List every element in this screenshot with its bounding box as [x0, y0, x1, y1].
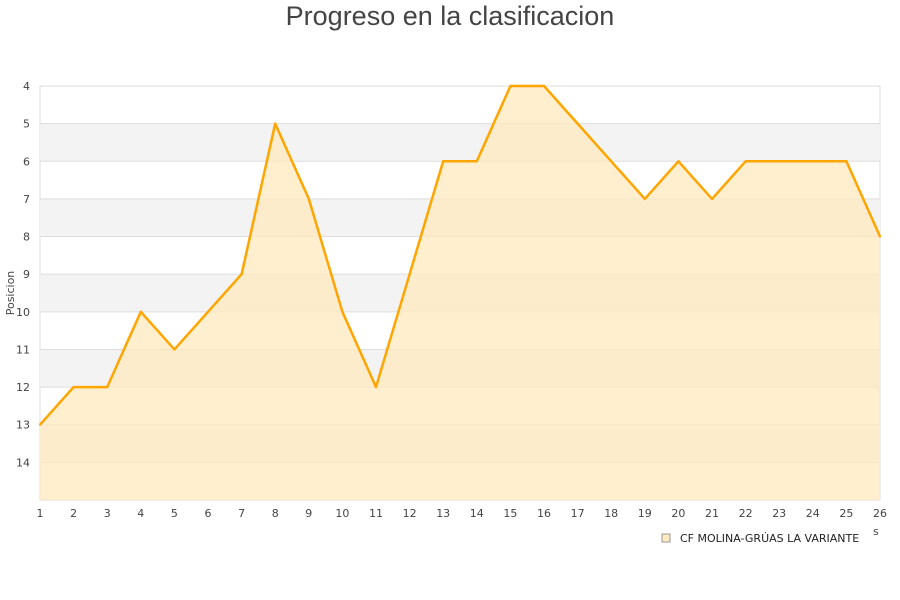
x-tick-label: 9: [305, 507, 312, 520]
data-point: [475, 160, 478, 163]
y-axis-label: Posicion: [4, 271, 17, 316]
data-point: [543, 85, 545, 87]
x-tick-label: 26: [873, 507, 887, 520]
x-tick-label: 7: [238, 507, 245, 520]
data-point: [274, 122, 277, 125]
x-tick-label: 18: [604, 507, 618, 520]
y-tick-label: 13: [16, 419, 30, 432]
data-point: [509, 85, 512, 87]
grid-band: [40, 123, 880, 162]
data-point: [39, 423, 41, 426]
x-tick-label: 11: [369, 507, 383, 520]
x-tick-label: 3: [104, 507, 111, 520]
data-point: [442, 160, 445, 163]
x-tick-label: 5: [171, 507, 178, 520]
y-tick-label: 10: [16, 306, 30, 319]
data-point: [744, 160, 747, 163]
y-tick-label: 8: [23, 231, 30, 244]
y-tick-label: 14: [16, 456, 30, 469]
x-tick-label: 16: [537, 507, 551, 520]
x-tick-label: 12: [403, 507, 417, 520]
y-tick-label: 5: [23, 118, 30, 131]
data-point: [72, 386, 75, 389]
x-tick-label: 4: [137, 507, 144, 520]
y-tick-label: 11: [16, 343, 30, 356]
legend[interactable]: CF MOLINA-GRÚAS LA VARIANTE: [661, 532, 859, 545]
x-tick-label: 15: [503, 507, 517, 520]
x-tick-label: 1: [37, 507, 44, 520]
data-point: [341, 310, 344, 313]
x-tick-label: 23: [772, 507, 786, 520]
x-tick-label: 25: [839, 507, 853, 520]
data-point: [207, 310, 209, 313]
data-point: [610, 160, 613, 163]
x-tick-label: 8: [272, 507, 279, 520]
data-point: [643, 197, 646, 200]
data-point: [139, 310, 142, 313]
series-line: [39, 84, 882, 426]
y-tick-label: 9: [23, 268, 30, 281]
y-tick-label: 4: [23, 80, 30, 93]
chart-title: Progreso en la clasificacion: [285, 1, 615, 31]
x-tick-label: 19: [638, 507, 652, 520]
data-point: [240, 273, 243, 276]
data-point: [677, 160, 680, 163]
data-point: [307, 197, 310, 200]
data-point: [576, 122, 579, 125]
legend-label: CF MOLINA-GRÚAS LA VARIANTE: [680, 532, 859, 545]
data-point: [879, 235, 881, 238]
x-tick-label: 10: [335, 507, 349, 520]
y-tick-label: 12: [16, 381, 30, 394]
x-tick-label: 6: [205, 507, 212, 520]
data-point: [845, 160, 848, 163]
x-tick-label: 24: [806, 507, 820, 520]
data-point: [173, 348, 176, 351]
x-tick-label: 14: [470, 507, 484, 520]
y-tick-label: 7: [23, 193, 30, 206]
x-tick-label: 22: [739, 507, 753, 520]
x-tick-label: 13: [436, 507, 450, 520]
data-point: [375, 386, 377, 389]
data-point: [811, 160, 814, 163]
legend-swatch: [661, 533, 671, 543]
y-tick-label: 6: [23, 155, 30, 168]
x-axis-label-fragment: s: [873, 525, 879, 538]
series-area: [40, 86, 880, 500]
data-point: [778, 160, 781, 163]
x-tick-label: 17: [571, 507, 585, 520]
data-point: [106, 386, 109, 389]
x-tick-label: 2: [70, 507, 77, 520]
x-tick-label: 21: [705, 507, 719, 520]
data-point: [408, 273, 411, 276]
data-point: [711, 197, 713, 200]
x-tick-label: 20: [671, 507, 685, 520]
